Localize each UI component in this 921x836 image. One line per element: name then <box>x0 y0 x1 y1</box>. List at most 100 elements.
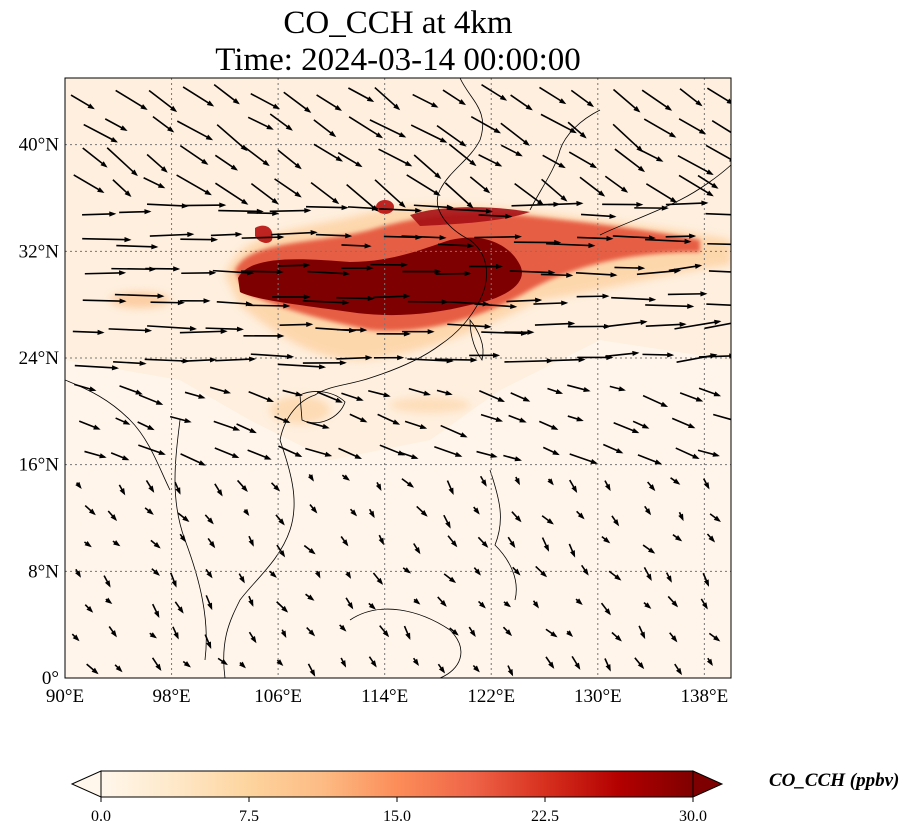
wind-arrow <box>434 358 476 361</box>
wind-arrow-head <box>308 548 316 555</box>
wind-arrow-head <box>232 425 241 431</box>
wind-arrow-head <box>514 477 520 486</box>
wind-arrow-head <box>182 515 190 523</box>
wind-arrow-head <box>639 631 646 640</box>
wind-arrow <box>704 322 731 330</box>
wind-arrow-head <box>713 391 722 397</box>
wind-arrow-head <box>97 329 105 335</box>
wind-arrow <box>179 330 226 334</box>
wind-arrow <box>215 182 248 205</box>
wind-arrow <box>82 213 115 216</box>
wind-arrow <box>641 89 671 111</box>
wind-arrow-head <box>566 272 574 278</box>
wind-arrow <box>150 301 183 304</box>
wind-arrow-head <box>198 460 206 466</box>
wind-arrow-head <box>454 451 463 457</box>
wind-arrow <box>504 359 552 363</box>
wind-arrow <box>643 118 676 138</box>
wind-arrow <box>241 270 282 273</box>
wind-arrow <box>82 237 130 241</box>
wind-arrow-head <box>713 635 721 642</box>
wind-arrow-head <box>605 483 611 492</box>
wind-arrow-head <box>376 577 384 585</box>
wind-arrow-head <box>239 576 245 584</box>
plume-core-west <box>255 225 273 243</box>
wind-arrow-head <box>124 190 132 198</box>
wind-arrow-head <box>706 169 714 176</box>
wind-arrow <box>645 304 693 308</box>
wind-arrow <box>444 182 473 208</box>
wind-arrow <box>270 231 316 236</box>
co-field-layer <box>65 78 731 460</box>
lat-tick-label: 8°N <box>28 561 59 582</box>
wind-arrow-head <box>633 106 641 113</box>
wind-arrow-head <box>620 186 629 193</box>
wind-arrow-head <box>574 662 581 670</box>
wind-arrow-head <box>708 535 716 543</box>
wind-arrow-head <box>415 207 423 214</box>
wind-arrow <box>250 92 279 110</box>
wind-arrow <box>547 358 584 362</box>
wind-arrow-head <box>582 568 589 576</box>
wind-arrow-head <box>335 397 343 403</box>
wind-arrow-head <box>678 513 684 522</box>
wind-arrow <box>310 182 339 204</box>
wind-arrow <box>106 147 138 176</box>
wind-arrow-head <box>177 300 185 306</box>
wind-arrow-head <box>503 600 512 608</box>
wind-arrow-head <box>448 487 454 496</box>
wind-arrow-head <box>209 357 217 363</box>
wind-arrow-head <box>241 485 248 493</box>
wind-arrow-head <box>370 660 377 668</box>
wind-arrow-head <box>283 303 291 309</box>
wind-arrow-head <box>684 238 692 245</box>
wind-arrow-head <box>451 629 459 636</box>
wind-arrow-head <box>547 478 554 486</box>
wind-arrow-head <box>339 624 347 632</box>
wind-arrow-head <box>345 571 352 579</box>
wind-arrow-head <box>570 550 576 558</box>
wind-arrow <box>413 154 441 179</box>
wind-arrow-head <box>637 662 645 670</box>
wind-arrow-head <box>360 417 368 423</box>
wind-arrow <box>436 124 466 147</box>
wind-arrow-head <box>505 629 513 637</box>
wind-arrow-head <box>324 451 333 457</box>
wind-arrow-head <box>654 459 663 465</box>
wind-arrow-head <box>675 667 683 676</box>
lon-tick-label: 138°E <box>681 686 729 707</box>
wind-arrow <box>533 302 567 305</box>
colorbar-extend-max <box>692 770 724 798</box>
wind-arrow-head <box>673 478 681 485</box>
wind-arrow-head <box>153 542 161 549</box>
wind-arrow-head <box>739 212 746 217</box>
wind-arrow <box>698 355 731 358</box>
wind-arrow-head <box>646 573 652 582</box>
wind-arrow-head <box>392 419 401 425</box>
wind-arrow-head <box>606 235 614 242</box>
colorbar-tick-label: 22.5 <box>531 808 559 825</box>
lat-tick-label: 24°N <box>19 348 60 369</box>
wind-arrow <box>250 353 293 358</box>
wind-arrow-head <box>153 569 160 576</box>
wind-arrow-head <box>631 428 640 434</box>
wind-arrow-head <box>115 665 123 673</box>
wind-arrow-head <box>494 161 503 167</box>
wind-arrow-head <box>235 231 243 238</box>
wind-arrow <box>176 120 212 141</box>
wind-arrow-head <box>571 485 578 493</box>
wind-arrow-head <box>110 136 119 143</box>
wind-arrow <box>546 242 594 247</box>
wind-arrow-head <box>711 182 719 189</box>
wind-arrow-head <box>239 661 246 669</box>
wind-arrow-head <box>445 521 451 529</box>
wind-arrow-head <box>473 665 480 673</box>
wind-arrow <box>247 304 289 307</box>
wind-arrow-head <box>89 386 97 392</box>
wind-arrow-head <box>505 213 513 219</box>
wind-arrow-head <box>277 234 285 240</box>
wind-arrow-head <box>535 297 543 303</box>
lon-tick-label: 122°E <box>467 686 515 707</box>
wind-arrow <box>216 301 251 305</box>
wind-arrow-head <box>236 326 244 332</box>
